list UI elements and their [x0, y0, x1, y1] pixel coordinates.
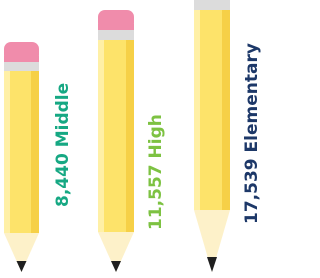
infographic: 8,440 Middle 11,557 High 17,539 Elementa… [0, 0, 269, 278]
pencil [98, 10, 134, 272]
pencil [194, 0, 230, 272]
count: 8,440 [53, 153, 73, 207]
level: High [146, 114, 166, 158]
count: 17,539 [242, 158, 262, 224]
pencil-label: 17,539 Elementary [242, 43, 262, 224]
level: Middle [53, 83, 73, 147]
pencil-label: 11,557 High [146, 114, 166, 230]
level: Elementary [242, 43, 262, 152]
pencil [4, 42, 39, 272]
count: 11,557 [146, 164, 166, 230]
pencil-label: 8,440 Middle [53, 83, 73, 207]
